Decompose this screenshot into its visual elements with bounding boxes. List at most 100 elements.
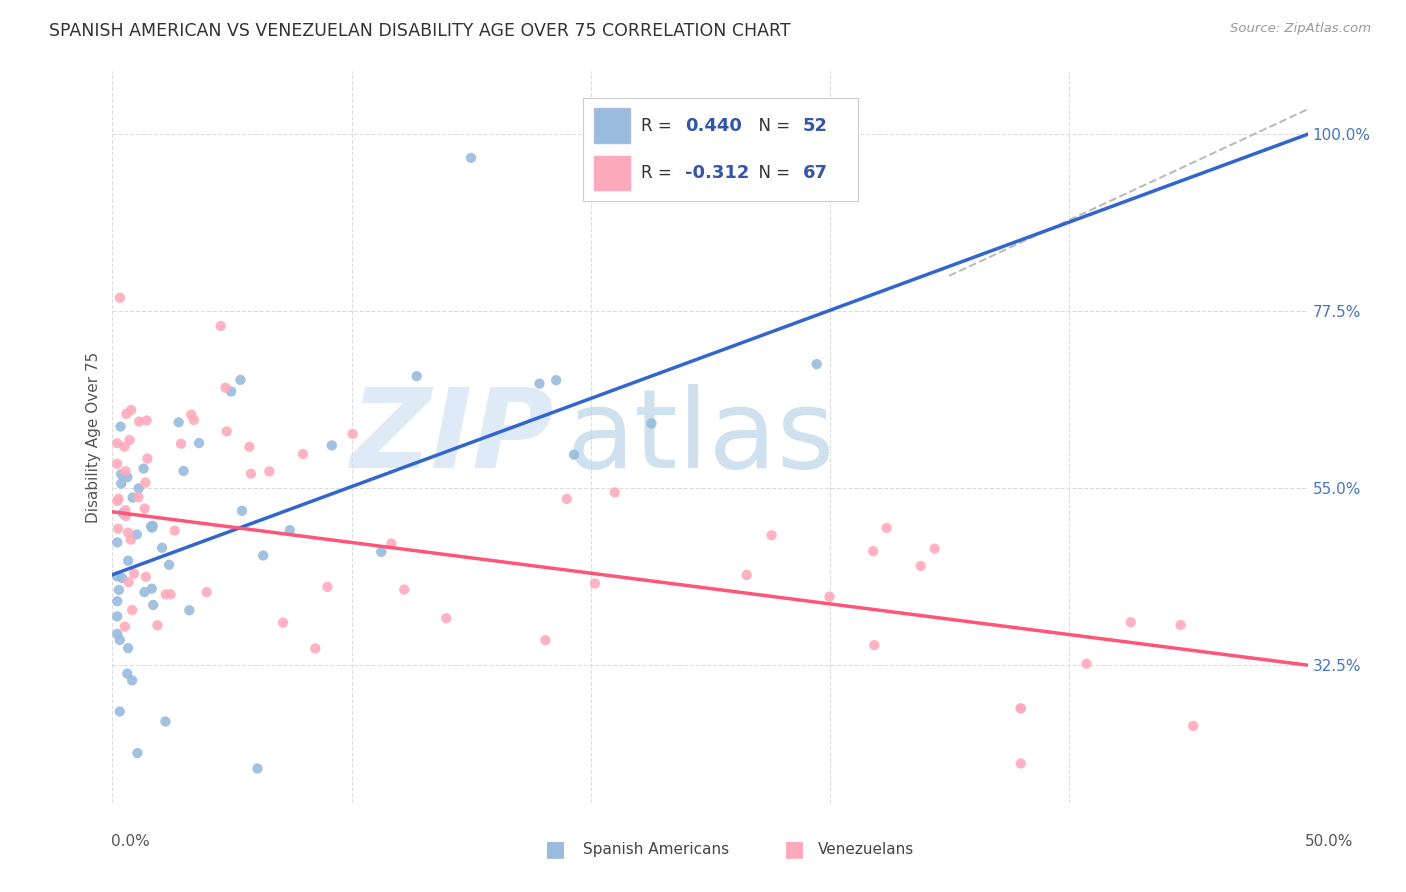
Point xyxy=(111,506,134,520)
Point xyxy=(405,369,427,384)
Text: Venezuelans: Venezuelans xyxy=(818,842,914,856)
Point xyxy=(246,762,269,776)
Point xyxy=(105,535,128,549)
Text: 50.0%: 50.0% xyxy=(1305,834,1353,849)
Point xyxy=(321,438,343,452)
Point xyxy=(135,413,157,427)
Point xyxy=(157,558,180,572)
Point xyxy=(239,467,262,481)
Point xyxy=(110,419,132,434)
Point xyxy=(111,571,134,585)
Point xyxy=(1010,701,1032,715)
Point xyxy=(127,491,149,505)
Text: Source: ZipAtlas.com: Source: ZipAtlas.com xyxy=(1230,22,1371,36)
Point xyxy=(534,633,557,648)
Point xyxy=(555,491,578,506)
Text: N =: N = xyxy=(748,117,796,135)
Point xyxy=(761,528,783,542)
Point xyxy=(107,522,129,536)
Point xyxy=(117,641,139,656)
Point xyxy=(141,582,163,596)
Point xyxy=(603,485,626,500)
Point xyxy=(114,503,136,517)
Text: 0.440: 0.440 xyxy=(685,117,742,135)
Point xyxy=(394,582,416,597)
Point xyxy=(229,373,252,387)
Point xyxy=(142,598,165,612)
Text: R =: R = xyxy=(641,117,678,135)
Point xyxy=(120,533,142,547)
Text: ■: ■ xyxy=(546,839,565,859)
Point xyxy=(141,521,163,535)
Point xyxy=(117,666,139,681)
Point xyxy=(114,464,136,478)
Point xyxy=(1170,618,1192,632)
Point xyxy=(114,620,136,634)
Point xyxy=(115,407,138,421)
Y-axis label: Disability Age Over 75: Disability Age Over 75 xyxy=(86,351,101,523)
Point xyxy=(292,447,315,461)
Text: 67: 67 xyxy=(803,164,828,182)
Point xyxy=(167,415,190,429)
Point xyxy=(118,433,141,447)
Point xyxy=(170,436,193,450)
Point xyxy=(180,408,202,422)
Point xyxy=(259,464,281,478)
Point xyxy=(105,609,128,624)
Point xyxy=(183,413,205,427)
Point xyxy=(179,603,201,617)
Point xyxy=(136,451,159,466)
Point xyxy=(134,501,156,516)
Point xyxy=(316,580,339,594)
Point xyxy=(583,576,606,591)
Point xyxy=(125,527,148,541)
Point xyxy=(252,549,274,563)
Point xyxy=(150,541,173,555)
Text: 52: 52 xyxy=(803,117,828,135)
Point xyxy=(155,587,177,601)
Point xyxy=(122,566,145,581)
Point xyxy=(155,714,177,729)
FancyBboxPatch shape xyxy=(595,155,630,190)
Point xyxy=(271,615,294,630)
Point xyxy=(529,376,551,391)
Point xyxy=(105,569,128,583)
Point xyxy=(128,482,150,496)
Point xyxy=(735,568,758,582)
Point xyxy=(108,705,131,719)
Point xyxy=(807,151,830,165)
Point xyxy=(380,536,402,550)
Point xyxy=(110,476,132,491)
Point xyxy=(1182,719,1205,733)
Point xyxy=(219,384,242,399)
Text: ■: ■ xyxy=(785,839,804,859)
Point xyxy=(120,403,142,417)
Point xyxy=(121,491,143,505)
Point xyxy=(128,415,150,429)
Point xyxy=(105,594,128,608)
Point xyxy=(146,618,169,632)
Point xyxy=(215,425,238,439)
Point xyxy=(173,464,195,478)
Point xyxy=(105,436,128,450)
Point xyxy=(460,151,482,165)
Point xyxy=(132,461,155,475)
Point xyxy=(108,582,131,597)
Point xyxy=(139,519,162,533)
Point xyxy=(278,523,301,537)
Text: N =: N = xyxy=(748,164,796,182)
Point xyxy=(863,638,886,652)
Point xyxy=(910,558,932,573)
Point xyxy=(640,417,662,431)
Point xyxy=(117,554,139,568)
Point xyxy=(1119,615,1142,630)
Point xyxy=(238,440,260,454)
Point xyxy=(818,590,841,604)
Point xyxy=(105,457,128,471)
Point xyxy=(924,541,946,556)
Point xyxy=(188,436,211,450)
Point xyxy=(562,448,585,462)
Text: SPANISH AMERICAN VS VENEZUELAN DISABILITY AGE OVER 75 CORRELATION CHART: SPANISH AMERICAN VS VENEZUELAN DISABILIT… xyxy=(49,22,790,40)
Point xyxy=(134,475,156,490)
Point xyxy=(121,673,143,688)
